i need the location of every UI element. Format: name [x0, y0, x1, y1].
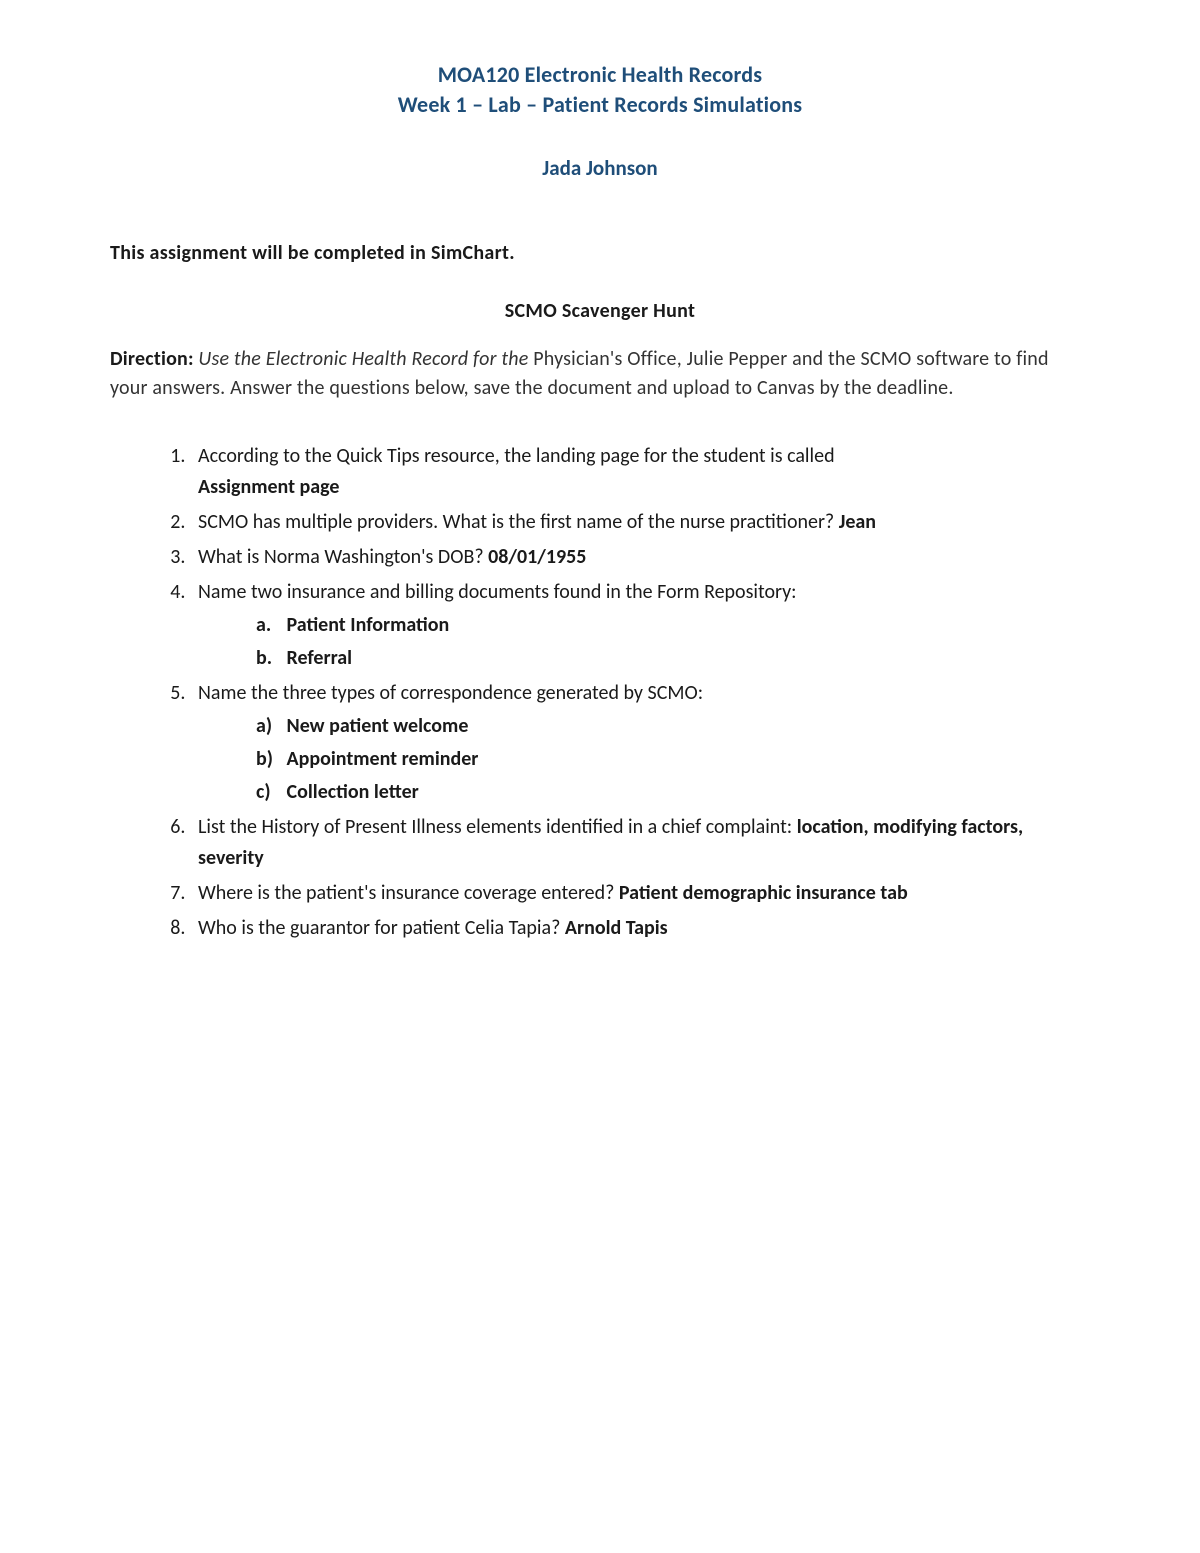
- q5-item-b: b) Appointment reminder: [256, 744, 1090, 775]
- q4-a-marker: a.: [256, 610, 282, 641]
- q7-answer: Patient demographic insurance tab: [619, 881, 908, 905]
- q5-a-marker: a): [256, 711, 282, 742]
- q4-a-text: Patient Information: [287, 613, 450, 637]
- title-line-2: Week 1 – Lab – Patient Records Simulatio…: [110, 90, 1090, 120]
- question-3: What is Norma Washington's DOB? 08/01/19…: [190, 542, 1090, 573]
- question-6: List the History of Present Illness elem…: [190, 812, 1090, 874]
- q4-item-b: b. Referral: [256, 643, 1090, 674]
- q5-item-a: a) New patient welcome: [256, 711, 1090, 742]
- q4-sublist: a. Patient Information b. Referral: [198, 610, 1090, 674]
- q4-b-text: Referral: [287, 646, 353, 670]
- document-title: MOA120 Electronic Health Records Week 1 …: [110, 60, 1090, 119]
- direction-paragraph: Direction: Use the Electronic Health Rec…: [110, 345, 1090, 403]
- q2-text: SCMO has multiple providers. What is the…: [198, 510, 839, 534]
- q5-b-text: Appointment reminder: [287, 747, 479, 771]
- q5-c-marker: c): [256, 777, 282, 808]
- question-1: According to the Quick Tips resource, th…: [190, 441, 1090, 503]
- direction-label: Direction:: [110, 347, 194, 371]
- author-name: Jada Johnson: [110, 155, 1090, 181]
- q5-c-text: Collection letter: [287, 780, 419, 804]
- question-5: Name the three types of correspondence g…: [190, 678, 1090, 808]
- q5-sublist: a) New patient welcome b) Appointment re…: [198, 711, 1090, 808]
- q5-b-marker: b): [256, 744, 282, 775]
- q4-text: Name two insurance and billing documents…: [198, 580, 797, 604]
- question-list: According to the Quick Tips resource, th…: [110, 441, 1090, 944]
- q3-text: What is Norma Washington's DOB?: [198, 545, 488, 569]
- q5-a-text: New patient welcome: [287, 714, 469, 738]
- intro-text: This assignment will be completed in Sim…: [110, 241, 1090, 265]
- q8-answer: Arnold Tapis: [565, 916, 668, 940]
- q1-text: According to the Quick Tips resource, th…: [198, 444, 835, 468]
- q1-answer: Assignment page: [198, 472, 1090, 503]
- q3-answer: 08/01/1955: [488, 545, 586, 569]
- section-subheading: SCMO Scavenger Hunt: [110, 299, 1090, 323]
- question-8: Who is the guarantor for patient Celia T…: [190, 913, 1090, 944]
- q2-answer: Jean: [839, 510, 876, 534]
- q6-text: List the History of Present Illness elem…: [198, 815, 797, 839]
- direction-italic: Use the Electronic Health Record for the: [194, 347, 534, 371]
- question-4: Name two insurance and billing documents…: [190, 577, 1090, 674]
- q4-b-marker: b.: [256, 643, 282, 674]
- q7-text: Where is the patient's insurance coverag…: [198, 881, 619, 905]
- question-2: SCMO has multiple providers. What is the…: [190, 507, 1090, 538]
- title-line-1: MOA120 Electronic Health Records: [110, 60, 1090, 90]
- q5-item-c: c) Collection letter: [256, 777, 1090, 808]
- q4-item-a: a. Patient Information: [256, 610, 1090, 641]
- q5-text: Name the three types of correspondence g…: [198, 681, 703, 705]
- question-7: Where is the patient's insurance coverag…: [190, 878, 1090, 909]
- q8-text: Who is the guarantor for patient Celia T…: [198, 916, 565, 940]
